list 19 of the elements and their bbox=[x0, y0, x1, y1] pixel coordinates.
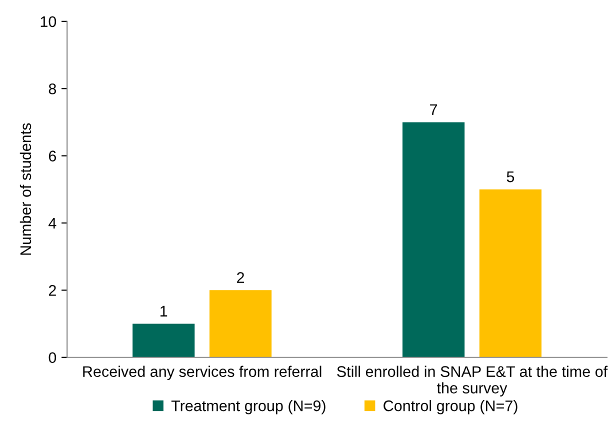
bar bbox=[479, 189, 542, 358]
x-tick-label: Received any services from referral bbox=[83, 366, 322, 380]
data-label: 1 bbox=[160, 306, 168, 316]
y-axis-title: Number of students bbox=[20, 123, 32, 255]
y-tick-label: 0 bbox=[48, 352, 56, 364]
x-tick-label: Still enrolled in SNAP E&T at the time of the survey bbox=[337, 366, 608, 396]
data-label: 2 bbox=[237, 272, 244, 283]
y-tick-label: 6 bbox=[48, 150, 56, 162]
data-label: 5 bbox=[506, 172, 514, 182]
data-label: 7 bbox=[430, 104, 438, 115]
y-tick-label: 8 bbox=[48, 83, 56, 94]
bar bbox=[132, 324, 195, 358]
legend-label: Control group (N=7) bbox=[384, 400, 518, 414]
bar bbox=[402, 122, 465, 358]
y-tick-label: 4 bbox=[48, 218, 56, 229]
legend-label: Treatment group (N=9) bbox=[171, 400, 326, 414]
bar bbox=[209, 290, 272, 358]
y-tick-label: 10 bbox=[40, 16, 56, 28]
y-tick-label: 2 bbox=[48, 285, 56, 296]
